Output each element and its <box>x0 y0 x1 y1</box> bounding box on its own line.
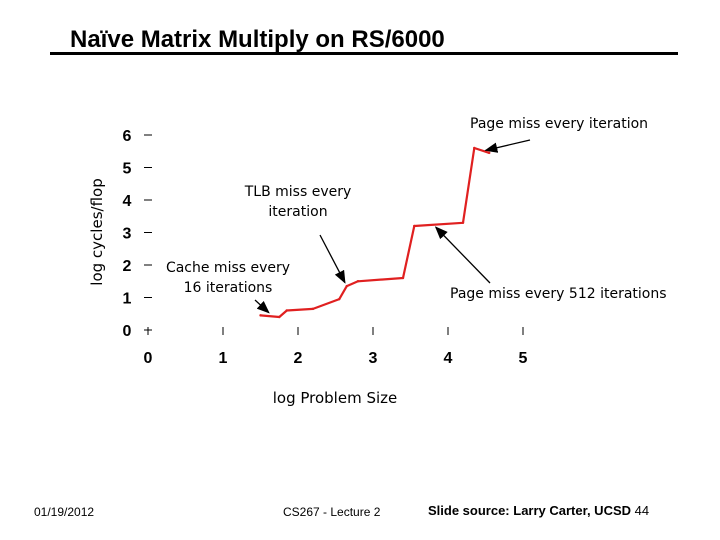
annotation-tlb-miss-every-iteration: TLB miss every iteration <box>244 184 352 284</box>
footer-date: 01/19/2012 <box>34 505 95 519</box>
y-tick-label: 2 <box>123 258 132 275</box>
footer-source: Slide source: Larry Carter, UCSD 44 <box>428 503 649 518</box>
data-point <box>311 307 315 311</box>
data-point <box>401 276 405 280</box>
series-line <box>260 146 490 319</box>
data-point <box>488 151 491 155</box>
annotation-text: 16 iterations <box>184 280 273 296</box>
data-point <box>278 315 281 319</box>
data-point <box>345 284 348 288</box>
page-number: 44 <box>634 503 650 518</box>
data-point <box>338 297 341 301</box>
y-tick-label: 1 <box>123 291 132 308</box>
annotation-text: Page miss every iteration <box>470 116 648 132</box>
annotation-arrow <box>254 299 270 314</box>
x-tick-label: 1 <box>219 350 228 367</box>
annotations-group: Page miss every iteration TLB miss every i… <box>166 116 667 314</box>
y-tick-label: 6 <box>123 128 132 145</box>
y-axis-label: log cycles/flop <box>88 178 106 285</box>
annotation-arrow <box>434 226 491 284</box>
annotation-arrow <box>319 234 346 284</box>
annotation-cache-miss-every-16: Cache miss every 16 iterations <box>166 260 290 314</box>
annotation-text: TLB miss every <box>244 184 352 200</box>
y-tick-label: 4 <box>123 193 132 210</box>
data-point <box>413 224 416 228</box>
y-tick-label: 5 <box>123 161 132 178</box>
data-point <box>356 280 360 283</box>
data-point <box>259 314 262 317</box>
x-tick-label: 0 <box>144 350 153 367</box>
x-tick-label: 5 <box>519 350 528 367</box>
data-point <box>285 309 288 312</box>
x-tick-label: 4 <box>444 350 453 367</box>
title-underline <box>50 52 678 55</box>
ticks-group: 0 1 2 3 4 5 6 0 1 2 3 4 5 <box>123 128 528 367</box>
annotation-arrow <box>484 139 531 153</box>
y-tick-label: 0 <box>123 323 132 340</box>
footer-source-text: Slide source: Larry Carter, UCSD <box>428 503 632 518</box>
annotation-page-miss-every-iteration: Page miss every iteration <box>470 116 648 153</box>
slide-title: Naïve Matrix Multiply on RS/6000 <box>70 26 445 53</box>
annotation-text: iteration <box>268 204 327 220</box>
annotation-text: Page miss every 512 iterations <box>450 286 667 302</box>
annotation-page-miss-every-512: Page miss every 512 iterations <box>434 226 667 302</box>
data-point <box>473 146 476 150</box>
annotation-text: Cache miss every <box>166 260 290 276</box>
series-group <box>259 146 491 319</box>
y-tick-label: 3 <box>123 226 132 243</box>
x-tick-label: 2 <box>294 350 303 367</box>
data-point <box>461 221 465 224</box>
x-axis-label: log Problem Size <box>273 389 398 407</box>
x-tick-label: 3 <box>369 350 378 367</box>
footer-course: CS267 - Lecture 2 <box>283 505 381 519</box>
